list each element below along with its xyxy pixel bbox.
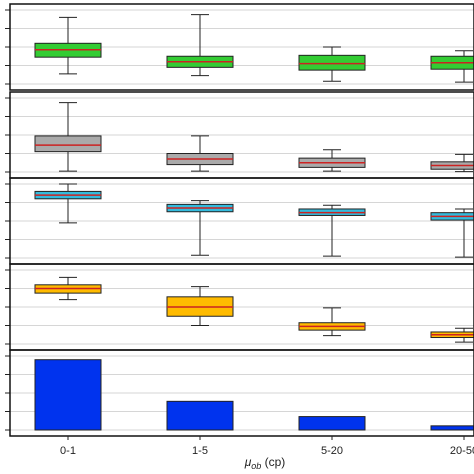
bar-20-50 — [430, 425, 474, 431]
box-0-1 — [34, 276, 102, 301]
box-1-5 — [166, 286, 234, 326]
box-1-5 — [166, 135, 234, 172]
panel-frame — [9, 349, 474, 437]
panel-2 — [5, 91, 474, 179]
x-tick-label: 1-5 — [192, 445, 208, 457]
box-20-50 — [430, 153, 474, 173]
bar-5-20 — [298, 416, 366, 431]
box-1-5 — [166, 14, 234, 77]
panel-3 — [5, 177, 474, 265]
box-1-5 — [166, 200, 234, 256]
x-tick-label: 20-50 — [450, 445, 474, 457]
bar-0-1 — [34, 359, 102, 431]
x-tick-labels: 0-1 1-5 5-20 20-50 — [60, 436, 474, 457]
x-axis-title-main: μ — [244, 455, 252, 469]
box-20-50 — [430, 208, 474, 258]
box-20-50 — [430, 327, 474, 343]
x-tick-label: 0-1 — [60, 445, 76, 457]
x-tick-label: 5-20 — [321, 445, 343, 457]
panels-group — [5, 3, 474, 437]
box-iqr — [298, 54, 366, 71]
box-0-1 — [34, 16, 102, 75]
box-5-20 — [298, 204, 366, 257]
x-axis-title: μob (cp) — [244, 455, 286, 471]
panel-1 — [5, 3, 474, 91]
bar-1-5 — [166, 400, 234, 431]
box-iqr — [34, 135, 102, 153]
box-5-20 — [298, 149, 366, 172]
box-20-50 — [430, 50, 474, 83]
x-axis-title-unit: (cp) — [261, 455, 285, 469]
box-5-20 — [298, 307, 366, 337]
box-0-1 — [34, 102, 102, 172]
panel-4 — [5, 263, 474, 351]
panel-frame — [9, 3, 474, 91]
panel-5 — [5, 349, 474, 437]
x-axis-title-sub: ob — [251, 461, 261, 471]
box-0-1 — [34, 183, 102, 224]
box-5-20 — [298, 46, 366, 82]
